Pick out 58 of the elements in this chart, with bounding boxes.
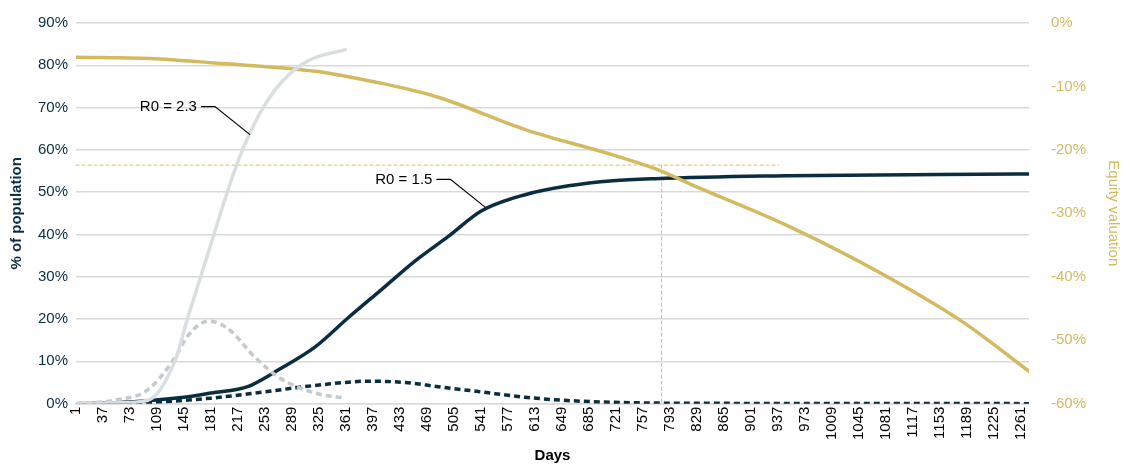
x-tick-label: 1045 <box>848 406 866 441</box>
x-tick-label: 145 <box>174 406 192 432</box>
x-tick-label: 505 <box>444 406 462 432</box>
y-tick-label: 10% <box>37 351 69 369</box>
x-tick-label: 1 <box>66 406 84 415</box>
x-tick-label: 649 <box>552 406 570 432</box>
x-tick-label: 1081 <box>875 406 893 441</box>
y2-tick-label: -20% <box>1050 140 1087 158</box>
y-tick-label: 60% <box>37 140 69 158</box>
x-tick-label: 253 <box>255 406 273 432</box>
x-tick-label: 397 <box>363 406 381 432</box>
y-tick-label: 50% <box>37 182 69 200</box>
x-tick-label: 901 <box>740 406 758 432</box>
x-tick-label: 1189 <box>956 406 974 439</box>
x-tick-label: 469 <box>417 406 435 432</box>
x-tick-label: 73 <box>120 406 138 424</box>
y2-tick-label: 0% <box>1050 13 1073 31</box>
x-tick-label: 1009 <box>821 406 839 441</box>
annotation: R0 = 1.5 <box>375 169 433 187</box>
x-tick-label: 757 <box>632 406 650 432</box>
y-tick-label: 30% <box>37 266 69 284</box>
x-tick-label: 325 <box>309 406 327 432</box>
x-tick-label: 721 <box>606 406 623 432</box>
x-tick-label: 865 <box>713 406 731 432</box>
y2-tick-label: -60% <box>1050 393 1087 411</box>
x-tick-label: 613 <box>525 406 543 432</box>
y-tick-label: 40% <box>37 224 69 242</box>
x-tick-label: 685 <box>579 406 597 432</box>
x-tick-label: 37 <box>93 406 111 424</box>
x-tick-label: 829 <box>686 406 704 432</box>
x-tick-label: 577 <box>498 406 516 432</box>
y-axis-title: % of population <box>7 157 25 270</box>
x-tick-label: 541 <box>471 406 489 432</box>
y2-tick-label: -40% <box>1050 266 1087 284</box>
x-tick-label: 181 <box>201 406 219 432</box>
x-tick-label: 289 <box>282 406 300 432</box>
y-tick-label: 0% <box>46 393 69 411</box>
x-tick-label: 1261 <box>1010 406 1028 441</box>
y-tick-label: 80% <box>37 55 69 73</box>
x-tick-label: 1225 <box>983 406 1001 441</box>
x-axis-title: Days <box>534 446 571 464</box>
x-tick-label: 937 <box>767 406 785 432</box>
y-tick-label: 90% <box>37 13 69 31</box>
y2-tick-label: -10% <box>1050 76 1087 94</box>
y2-tick-label: -30% <box>1050 203 1087 221</box>
annotation: R0 = 2.3 <box>139 96 197 114</box>
y-tick-label: 20% <box>37 309 69 327</box>
x-tick-label: 973 <box>794 406 812 432</box>
x-tick-label: 433 <box>390 406 408 432</box>
x-tick-label: 109 <box>147 406 165 432</box>
x-tick-label: 361 <box>336 406 354 432</box>
y-tick-label: 70% <box>37 97 69 115</box>
x-tick-label: 1117 <box>902 406 920 438</box>
y2-axis-title: Equity valuation <box>1105 160 1123 267</box>
x-tick-label: 1153 <box>929 406 947 439</box>
y2-tick-label: -50% <box>1050 330 1087 348</box>
x-tick-label: 793 <box>659 406 677 432</box>
x-tick-label: 217 <box>228 406 246 432</box>
